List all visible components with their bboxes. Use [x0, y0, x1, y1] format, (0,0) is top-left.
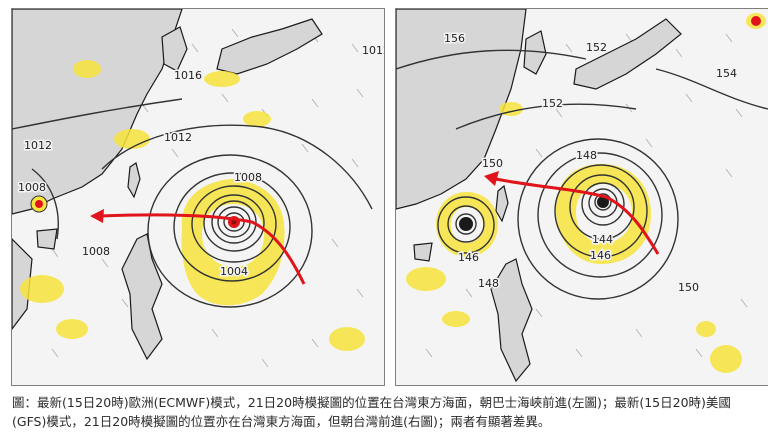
isobar-label: 1012	[164, 131, 192, 144]
isobar-label: 152	[586, 41, 607, 54]
isobar-label: 1012	[24, 139, 52, 152]
isobar-label: 1016	[174, 69, 202, 82]
isobar-labels: 156 152 154 152 150 148 144 146 146 148 …	[443, 31, 739, 296]
isobar-label: 154	[716, 67, 737, 80]
isobar-label: 1012	[362, 44, 384, 57]
taiwan-island	[495, 184, 509, 223]
land-masses	[12, 9, 323, 361]
hainan-island	[413, 242, 433, 262]
korea-peninsula	[161, 26, 188, 72]
isobar-label: 1008	[82, 245, 110, 258]
philippines-islands	[490, 258, 533, 383]
track-arrow	[90, 209, 306, 285]
low-pressure-center-west	[30, 195, 48, 213]
isobar-label: 148	[576, 149, 597, 162]
isobar-label: 146	[590, 249, 611, 262]
isobar-label: 146	[458, 251, 479, 264]
isobar-label: 1008	[18, 181, 46, 194]
isobar-label: 150	[678, 281, 699, 294]
isobar-label: 150	[482, 157, 503, 170]
hainan-island	[36, 228, 58, 250]
japan-islands	[573, 18, 682, 90]
isobar-label: 152	[542, 97, 563, 110]
taiwan-island	[127, 162, 141, 199]
typhoon-center-west	[459, 217, 473, 231]
isobar-label: 156	[444, 32, 465, 45]
isobar-label: 144	[592, 233, 613, 246]
isobar-label: 1008	[234, 171, 262, 184]
isobar-contours	[396, 49, 768, 300]
isobar-label: 1004	[220, 265, 248, 278]
typhoon-center	[597, 196, 609, 208]
track-arrow	[484, 171, 660, 255]
ecmwf-forecast-map: 1012 1016 1012 1012 1008 1008 1008 1004	[11, 8, 385, 386]
korea-peninsula	[523, 30, 547, 75]
precipitation-shading	[406, 13, 766, 373]
gfs-forecast-map: 156 152 154 152 150 148 144 146 146 148 …	[395, 8, 768, 386]
figure-caption: 圖：最新(15日20時)歐洲(ECMWF)模式，21日20時模擬圖的位置在台灣東…	[12, 395, 731, 429]
isobar-labels: 1012 1016 1012 1012 1008 1008 1008 1004	[17, 43, 385, 280]
convection-cell	[751, 16, 761, 26]
isobar-label: 148	[478, 277, 499, 290]
